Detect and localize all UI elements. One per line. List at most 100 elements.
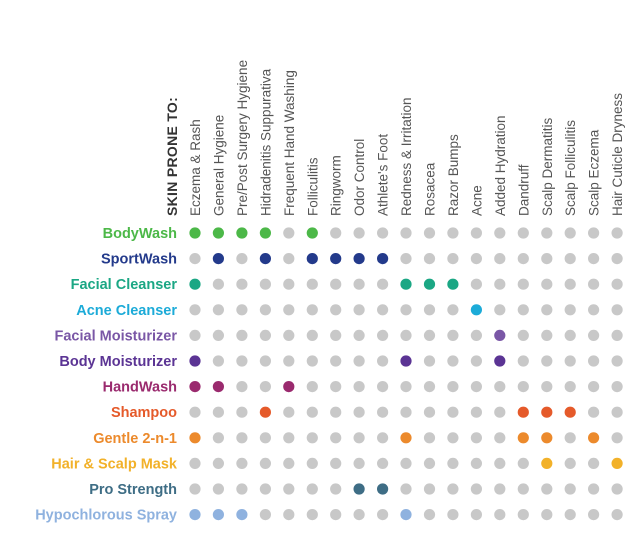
dot-inactive xyxy=(447,508,459,521)
dot-active xyxy=(400,355,412,367)
dot-inactive xyxy=(283,457,295,469)
dot-inactive xyxy=(212,432,224,444)
dot-inactive xyxy=(611,227,623,239)
dot-active xyxy=(494,355,506,367)
dot-inactive xyxy=(470,406,482,418)
dot-inactive xyxy=(377,457,389,469)
dot-inactive xyxy=(283,483,295,495)
dot-inactive xyxy=(588,227,600,239)
dot-active xyxy=(212,381,224,393)
dot-inactive xyxy=(330,329,342,341)
dot-inactive xyxy=(494,304,506,316)
dot-inactive xyxy=(564,355,576,367)
dot-inactive xyxy=(517,253,529,265)
dot-inactive xyxy=(611,483,623,495)
dot-inactive xyxy=(189,304,201,316)
dot-active xyxy=(447,278,459,290)
dot-inactive xyxy=(588,329,600,341)
dot-active xyxy=(494,329,506,341)
dot-inactive xyxy=(588,508,600,521)
dot-active xyxy=(259,406,271,418)
dot-inactive xyxy=(447,406,459,418)
dot-inactive xyxy=(564,227,576,239)
dot-inactive xyxy=(236,381,248,393)
dot-inactive xyxy=(423,329,436,341)
dot-grid xyxy=(189,227,623,521)
dot-active xyxy=(189,355,201,367)
dot-inactive xyxy=(517,227,529,239)
column-label: Razor Bumps xyxy=(446,134,461,216)
dot-inactive xyxy=(564,508,576,521)
dot-inactive xyxy=(283,329,295,341)
dot-inactive xyxy=(447,432,459,444)
column-label: Athlete's Foot xyxy=(376,134,391,216)
dot-inactive xyxy=(306,381,318,393)
dot-inactive xyxy=(447,483,459,495)
dot-active xyxy=(212,508,224,521)
dot-inactive xyxy=(423,355,436,367)
column-label: Scalp Eczema xyxy=(587,129,602,216)
dot-inactive xyxy=(517,304,529,316)
dot-active xyxy=(189,508,201,521)
dot-inactive xyxy=(447,355,459,367)
row-label: Hair & Scalp Mask xyxy=(51,456,178,472)
dot-inactive xyxy=(353,381,365,393)
dot-inactive xyxy=(353,227,365,239)
dot-active xyxy=(400,432,412,444)
dot-inactive xyxy=(494,508,506,521)
column-label: Added Hydration xyxy=(493,115,508,216)
dot-inactive xyxy=(517,329,529,341)
dot-inactive xyxy=(541,227,553,239)
dot-inactive xyxy=(423,406,436,418)
dot-inactive xyxy=(212,355,224,367)
dot-inactive xyxy=(236,253,248,265)
column-label: Folliculitis xyxy=(305,157,320,216)
dot-inactive xyxy=(283,253,295,265)
dot-active xyxy=(541,432,553,444)
dot-inactive xyxy=(611,381,623,393)
dot-inactive xyxy=(423,304,436,316)
row-label: Gentle 2-n-1 xyxy=(93,431,177,447)
dot-inactive xyxy=(517,355,529,367)
dot-inactive xyxy=(330,304,342,316)
dot-active xyxy=(189,227,201,239)
dot-inactive xyxy=(283,304,295,316)
dot-inactive xyxy=(353,329,365,341)
dot-active xyxy=(330,253,342,265)
row-label: SportWash xyxy=(101,252,177,268)
dot-inactive xyxy=(564,304,576,316)
dot-inactive xyxy=(353,304,365,316)
dot-inactive xyxy=(377,355,389,367)
dot-inactive xyxy=(470,381,482,393)
dot-inactive xyxy=(236,304,248,316)
dot-inactive xyxy=(189,329,201,341)
dot-active xyxy=(236,227,248,239)
column-label: Scalp Dermatitis xyxy=(540,117,555,216)
dot-inactive xyxy=(564,457,576,469)
dot-inactive xyxy=(611,432,623,444)
dot-inactive xyxy=(330,355,342,367)
row-labels: BodyWash SportWash Facial Cleanser Acne Cle… xyxy=(35,226,178,524)
dot-inactive xyxy=(423,508,436,521)
dot-inactive xyxy=(330,483,342,495)
dot-inactive xyxy=(259,432,271,444)
column-label: Frequent Hand Washing xyxy=(282,70,297,216)
dot-inactive xyxy=(259,355,271,367)
dot-inactive xyxy=(236,355,248,367)
dot-inactive xyxy=(564,329,576,341)
dot-inactive xyxy=(189,406,201,418)
dot-inactive xyxy=(259,329,271,341)
dot-inactive xyxy=(236,278,248,290)
column-label: Odor Control xyxy=(352,139,367,216)
dot-active xyxy=(541,457,553,469)
dot-inactive xyxy=(470,508,482,521)
row-label: Facial Moisturizer xyxy=(55,328,178,344)
dot-inactive xyxy=(377,278,389,290)
dot-active xyxy=(470,304,482,316)
dot-inactive xyxy=(377,329,389,341)
dot-inactive xyxy=(447,304,459,316)
dot-inactive xyxy=(306,483,318,495)
dot-active xyxy=(377,253,389,265)
dot-inactive xyxy=(423,253,436,265)
dot-active xyxy=(306,253,318,265)
